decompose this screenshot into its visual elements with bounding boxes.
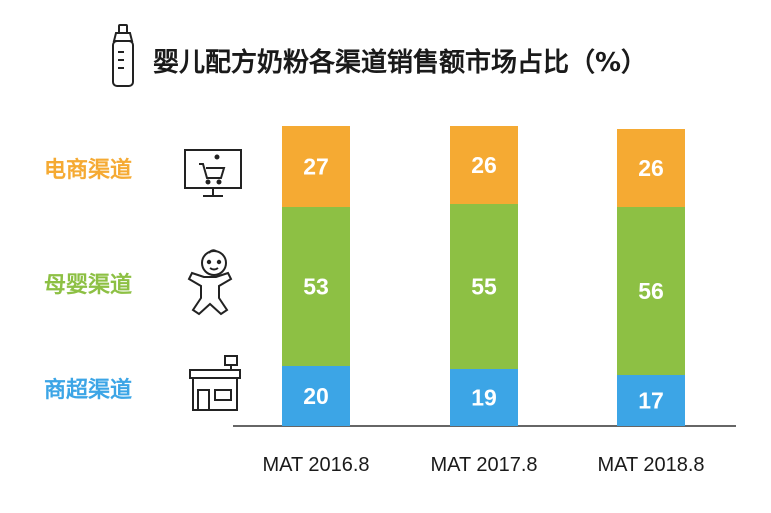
shopping-cart-monitor-icon [184,149,242,197]
chart-title: 婴儿配方奶粉各渠道销售额市场占比（%） [153,47,647,78]
bars-group [282,126,685,426]
bar-segment-mother-baby-3 [617,207,685,375]
baby-bottle-icon [112,24,134,87]
legend-label-mother-baby: 母婴渠道 [44,272,132,298]
value-labels-group: 20 53 27 19 55 26 17 56 26 [303,152,664,414]
value-label-supermarket-3: 17 [638,388,664,414]
category-label-3: MAT 2018.8 [597,454,704,476]
store-icon [189,355,241,411]
bar-segment-supermarket-1 [282,366,350,426]
bar-segment-mother-baby-1 [282,207,350,366]
bar-segment-ecommerce-2 [450,126,518,204]
value-label-ecommerce-2: 26 [471,152,497,178]
value-label-ecommerce-3: 26 [638,155,664,181]
legend-label-supermarket: 商超渠道 [44,377,132,403]
value-label-ecommerce-1: 27 [303,154,329,180]
category-labels-group: MAT 2016.8 MAT 2017.8 MAT 2018.8 [262,454,704,476]
category-label-1: MAT 2016.8 [262,454,369,476]
category-label-2: MAT 2017.8 [430,454,537,476]
value-label-mother-baby-3: 56 [638,278,664,304]
bar-segment-supermarket-2 [450,369,518,426]
value-label-mother-baby-1: 53 [303,274,329,300]
value-label-supermarket-2: 19 [471,385,497,411]
bar-segment-supermarket-3 [617,375,685,426]
bar-segment-ecommerce-3 [617,129,685,207]
bar-segment-mother-baby-2 [450,204,518,369]
baby-icon [187,249,233,316]
value-label-supermarket-1: 20 [303,383,329,409]
bar-segment-ecommerce-1 [282,126,350,207]
legend-label-ecommerce: 电商渠道 [44,157,132,183]
value-label-mother-baby-2: 55 [471,274,497,300]
